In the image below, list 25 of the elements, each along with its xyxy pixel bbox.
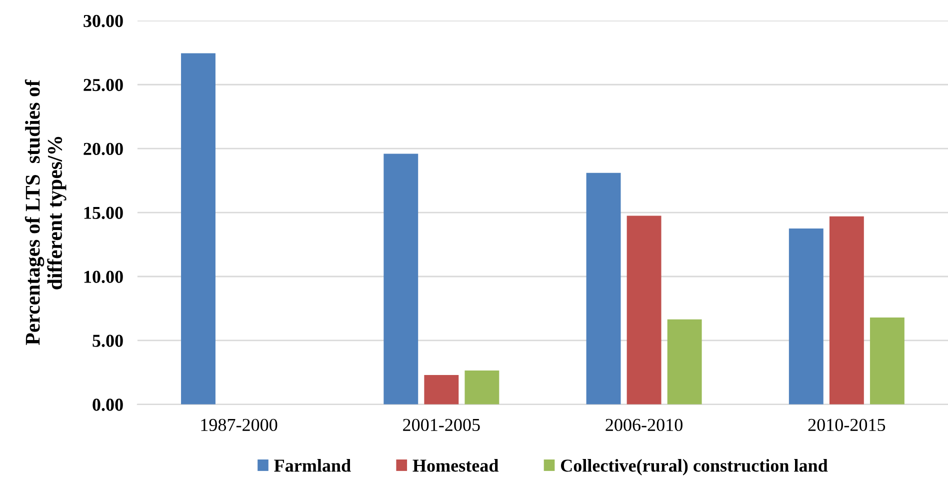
y-tick-label: 25.00 xyxy=(84,78,123,92)
x-tick-label: 1987-2000 xyxy=(201,418,278,432)
y-tick-label: 30.00 xyxy=(84,14,123,28)
x-tick-label: 2006-2010 xyxy=(606,418,682,432)
bar xyxy=(464,370,500,404)
bar xyxy=(667,319,702,404)
bar xyxy=(384,154,418,404)
bar xyxy=(424,375,459,404)
bar xyxy=(181,53,216,404)
x-tick-label: 2001-2005 xyxy=(403,418,480,432)
legend-label: Collective(rural) construction land xyxy=(560,459,828,476)
y-tick-label: 5.00 xyxy=(92,334,123,347)
bar xyxy=(870,317,904,404)
bar xyxy=(829,216,864,404)
legend-label: Homestead xyxy=(412,459,499,472)
bar xyxy=(788,228,824,404)
x-tick-label: 2010-2015 xyxy=(808,418,886,432)
y-axis-title: Percentages of LTS studies of different types/% xyxy=(24,80,66,346)
y-tick-label: 15.00 xyxy=(84,206,123,220)
bar xyxy=(586,172,621,404)
y-tick-label: 0.00 xyxy=(92,398,123,411)
y-tick-label: 20.00 xyxy=(84,142,123,156)
legend-label: Farmland xyxy=(274,459,351,472)
y-tick-label: 10.00 xyxy=(84,270,123,284)
bar xyxy=(626,216,662,404)
